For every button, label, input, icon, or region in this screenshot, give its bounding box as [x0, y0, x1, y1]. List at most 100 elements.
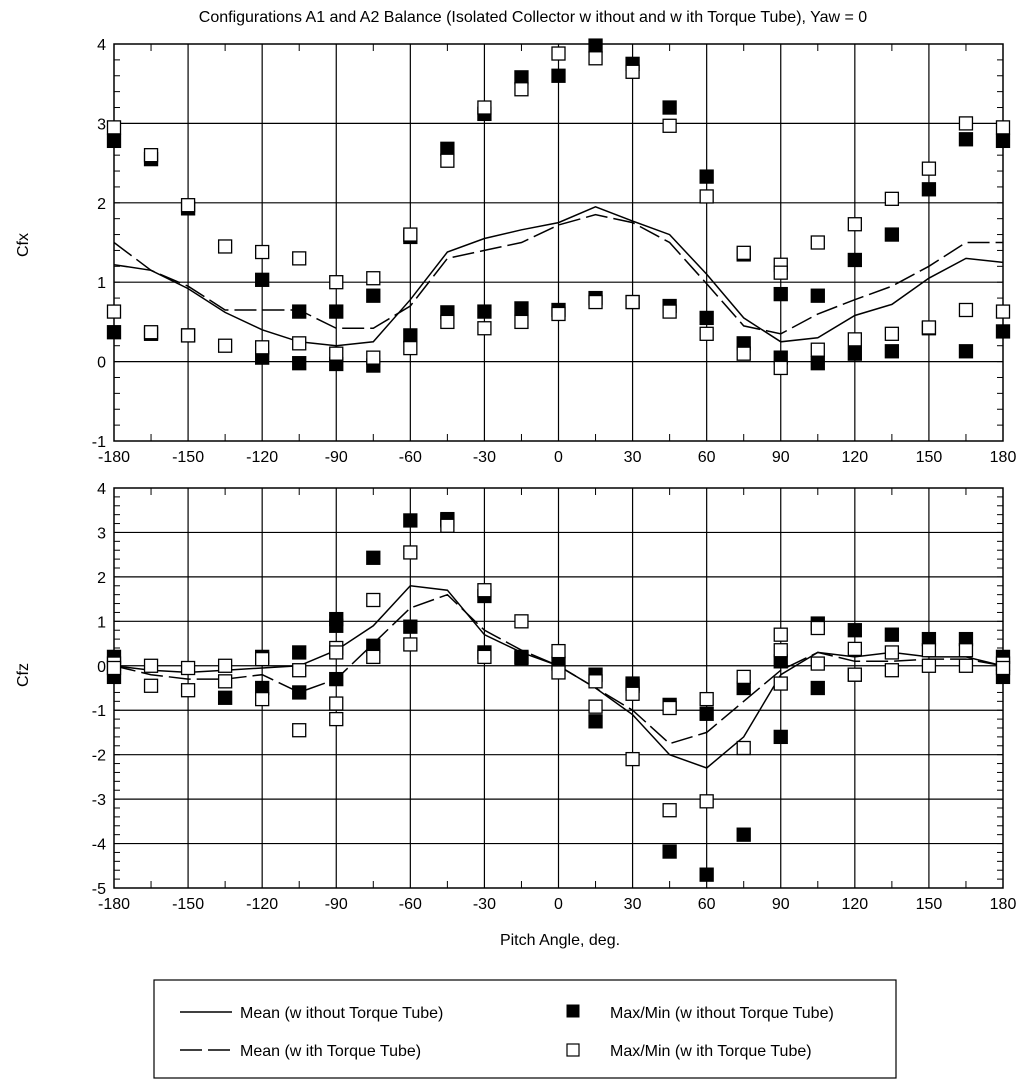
- cfz-maxmin-with-point: [773, 643, 788, 658]
- x-axis-label: Pitch Angle, deg.: [500, 932, 620, 949]
- cfz-maxmin-with-point: [217, 658, 233, 673]
- cfx-maxmin-without-point: [995, 324, 1011, 339]
- cfz-maxmin-with-point: [366, 592, 381, 608]
- cfx-maxmin-without-point: [292, 356, 307, 371]
- cfz-maxmin-with-point: [773, 676, 788, 691]
- cfz-y-tick-label: 2: [97, 570, 106, 587]
- cfx-maxmin-with-point: [217, 338, 233, 353]
- legend-open-square-icon: [566, 1043, 580, 1057]
- cfz-y-tick-label: 0: [97, 659, 106, 676]
- cfx-x-tick-label: 60: [698, 449, 716, 466]
- cfz-maxmin-with-point: [588, 699, 603, 714]
- cfz-maxmin-without-point: [403, 619, 418, 634]
- cfx-maxmin-with-point: [143, 148, 159, 163]
- cfz-maxmin-without-point: [217, 690, 233, 705]
- cfx-maxmin-without-point: [995, 133, 1011, 149]
- cfz-maxmin-with-point: [921, 643, 937, 658]
- cfz-x-tick-label: 120: [841, 896, 868, 913]
- cfx-maxmin-with-point: [143, 325, 159, 340]
- cfz-maxmin-with-point: [625, 686, 640, 701]
- cfx-maxmin-with-point: [773, 265, 788, 280]
- cfz-maxmin-with-point: [477, 583, 492, 598]
- cfx-x-tick-label: 180: [990, 449, 1017, 466]
- cfx-y-tick-label: 4: [97, 37, 106, 54]
- cfx-maxmin-with-point: [736, 245, 751, 260]
- cfx-maxmin-with-point: [995, 304, 1011, 319]
- legend-maxmin-without: Max/Min (w ithout Torque Tube): [610, 1005, 834, 1022]
- cfz-maxmin-with-point: [773, 627, 788, 642]
- cfz-maxmin-with-point: [847, 667, 862, 682]
- cfz-maxmin-with-point: [180, 683, 196, 698]
- cfz-maxmin-with-point: [143, 678, 159, 693]
- cfx-maxmin-without-point: [292, 304, 307, 319]
- cfx-maxmin-with-point: [884, 326, 900, 341]
- cfz-x-tick-label: -180: [98, 896, 130, 913]
- cfz-y-tick-label: -5: [92, 881, 106, 898]
- cfz-x-tick-label: 30: [624, 896, 642, 913]
- cfx-maxmin-without-point: [958, 344, 974, 359]
- cfx-x-tick-label: -180: [98, 449, 130, 466]
- cfz-maxmin-with-point: [217, 674, 233, 689]
- cfx-mean-with-line: [113, 213, 1003, 335]
- cfx-x-tick-label: -90: [325, 449, 348, 466]
- cfx-maxmin-with-point: [477, 100, 492, 115]
- cfx-maxmin-with-point: [958, 302, 974, 318]
- cfz-maxmin-without-point: [366, 550, 381, 565]
- cfx-maxmin-with-point: [847, 332, 862, 347]
- cfz-y-tick-label: 4: [97, 481, 106, 498]
- cfz-maxmin-without-point: [329, 618, 344, 633]
- cfx-maxmin-without-point: [884, 227, 900, 242]
- cfz-maxmin-with-point: [995, 660, 1011, 676]
- cfz-maxmin-with-point: [329, 696, 344, 711]
- cfz-x-tick-label: 180: [990, 896, 1017, 913]
- cfx-maxmin-without-point: [847, 252, 862, 268]
- cfx-maxmin-without-point: [366, 288, 381, 303]
- cfx-maxmin-with-point: [106, 304, 122, 319]
- cfx-maxmin-without-point: [810, 288, 825, 303]
- cfx-maxmin-with-point: [921, 161, 937, 176]
- cfx-x-tick-label: 0: [554, 449, 563, 466]
- cfz-maxmin-with-point: [699, 794, 714, 809]
- cfx-maxmin-without-point: [662, 100, 677, 115]
- cfx-maxmin-with-point: [847, 217, 862, 232]
- cfx-y-tick-label: 2: [97, 196, 106, 213]
- cfx-maxmin-with-point: [180, 328, 196, 343]
- cfz-x-tick-label: -60: [399, 896, 422, 913]
- legend-maxmin-with: Max/Min (w ith Torque Tube): [610, 1043, 812, 1060]
- cfz-maxmin-without-point: [292, 685, 307, 700]
- cfx-maxmin-with-point: [366, 350, 381, 365]
- cfx-maxmin-without-point: [514, 301, 529, 316]
- cfx-axis-label: Cfx: [15, 233, 32, 257]
- cfx-maxmin-without-point: [884, 344, 900, 359]
- cfz-maxmin-with-point: [440, 518, 455, 533]
- cfx-maxmin-without-point: [921, 182, 937, 197]
- cfx-maxmin-without-point: [403, 328, 418, 343]
- legend-mean-without: Mean (w ithout Torque Tube): [240, 1005, 443, 1022]
- cfx-maxmin-without-point: [551, 68, 566, 83]
- cfz-maxmin-with-point: [588, 674, 603, 689]
- cfx-maxmin-with-point: [292, 251, 307, 266]
- cfz-maxmin-with-point: [921, 658, 937, 673]
- cfz-maxmin-with-point: [477, 649, 492, 665]
- cfx-x-tick-label: 120: [841, 449, 868, 466]
- cfz-x-tick-label: -150: [172, 896, 204, 913]
- cfx-maxmin-with-point: [366, 271, 381, 286]
- cfx-maxmin-with-point: [329, 346, 344, 361]
- cfz-maxmin-with-point: [736, 740, 751, 756]
- cfz-maxmin-with-point: [958, 658, 974, 673]
- cfx-maxmin-with-point: [180, 198, 196, 213]
- cfx-maxmin-without-point: [958, 132, 974, 147]
- cfx-maxmin-with-point: [884, 191, 900, 206]
- cfz-maxmin-without-point: [292, 645, 307, 660]
- cfz-maxmin-with-point: [551, 643, 566, 659]
- cfz-maxmin-without-point: [736, 827, 751, 842]
- cfx-maxmin-with-point: [810, 342, 825, 357]
- cfz-maxmin-with-point: [403, 545, 418, 560]
- cfz-x-tick-label: 90: [772, 896, 790, 913]
- cfx-x-tick-label: 30: [624, 449, 642, 466]
- cfx-maxmin-without-point: [255, 272, 270, 287]
- cfx-maxmin-without-point: [810, 356, 825, 371]
- cfx-maxmin-with-point: [773, 360, 788, 376]
- cfx-maxmin-without-point: [699, 310, 714, 326]
